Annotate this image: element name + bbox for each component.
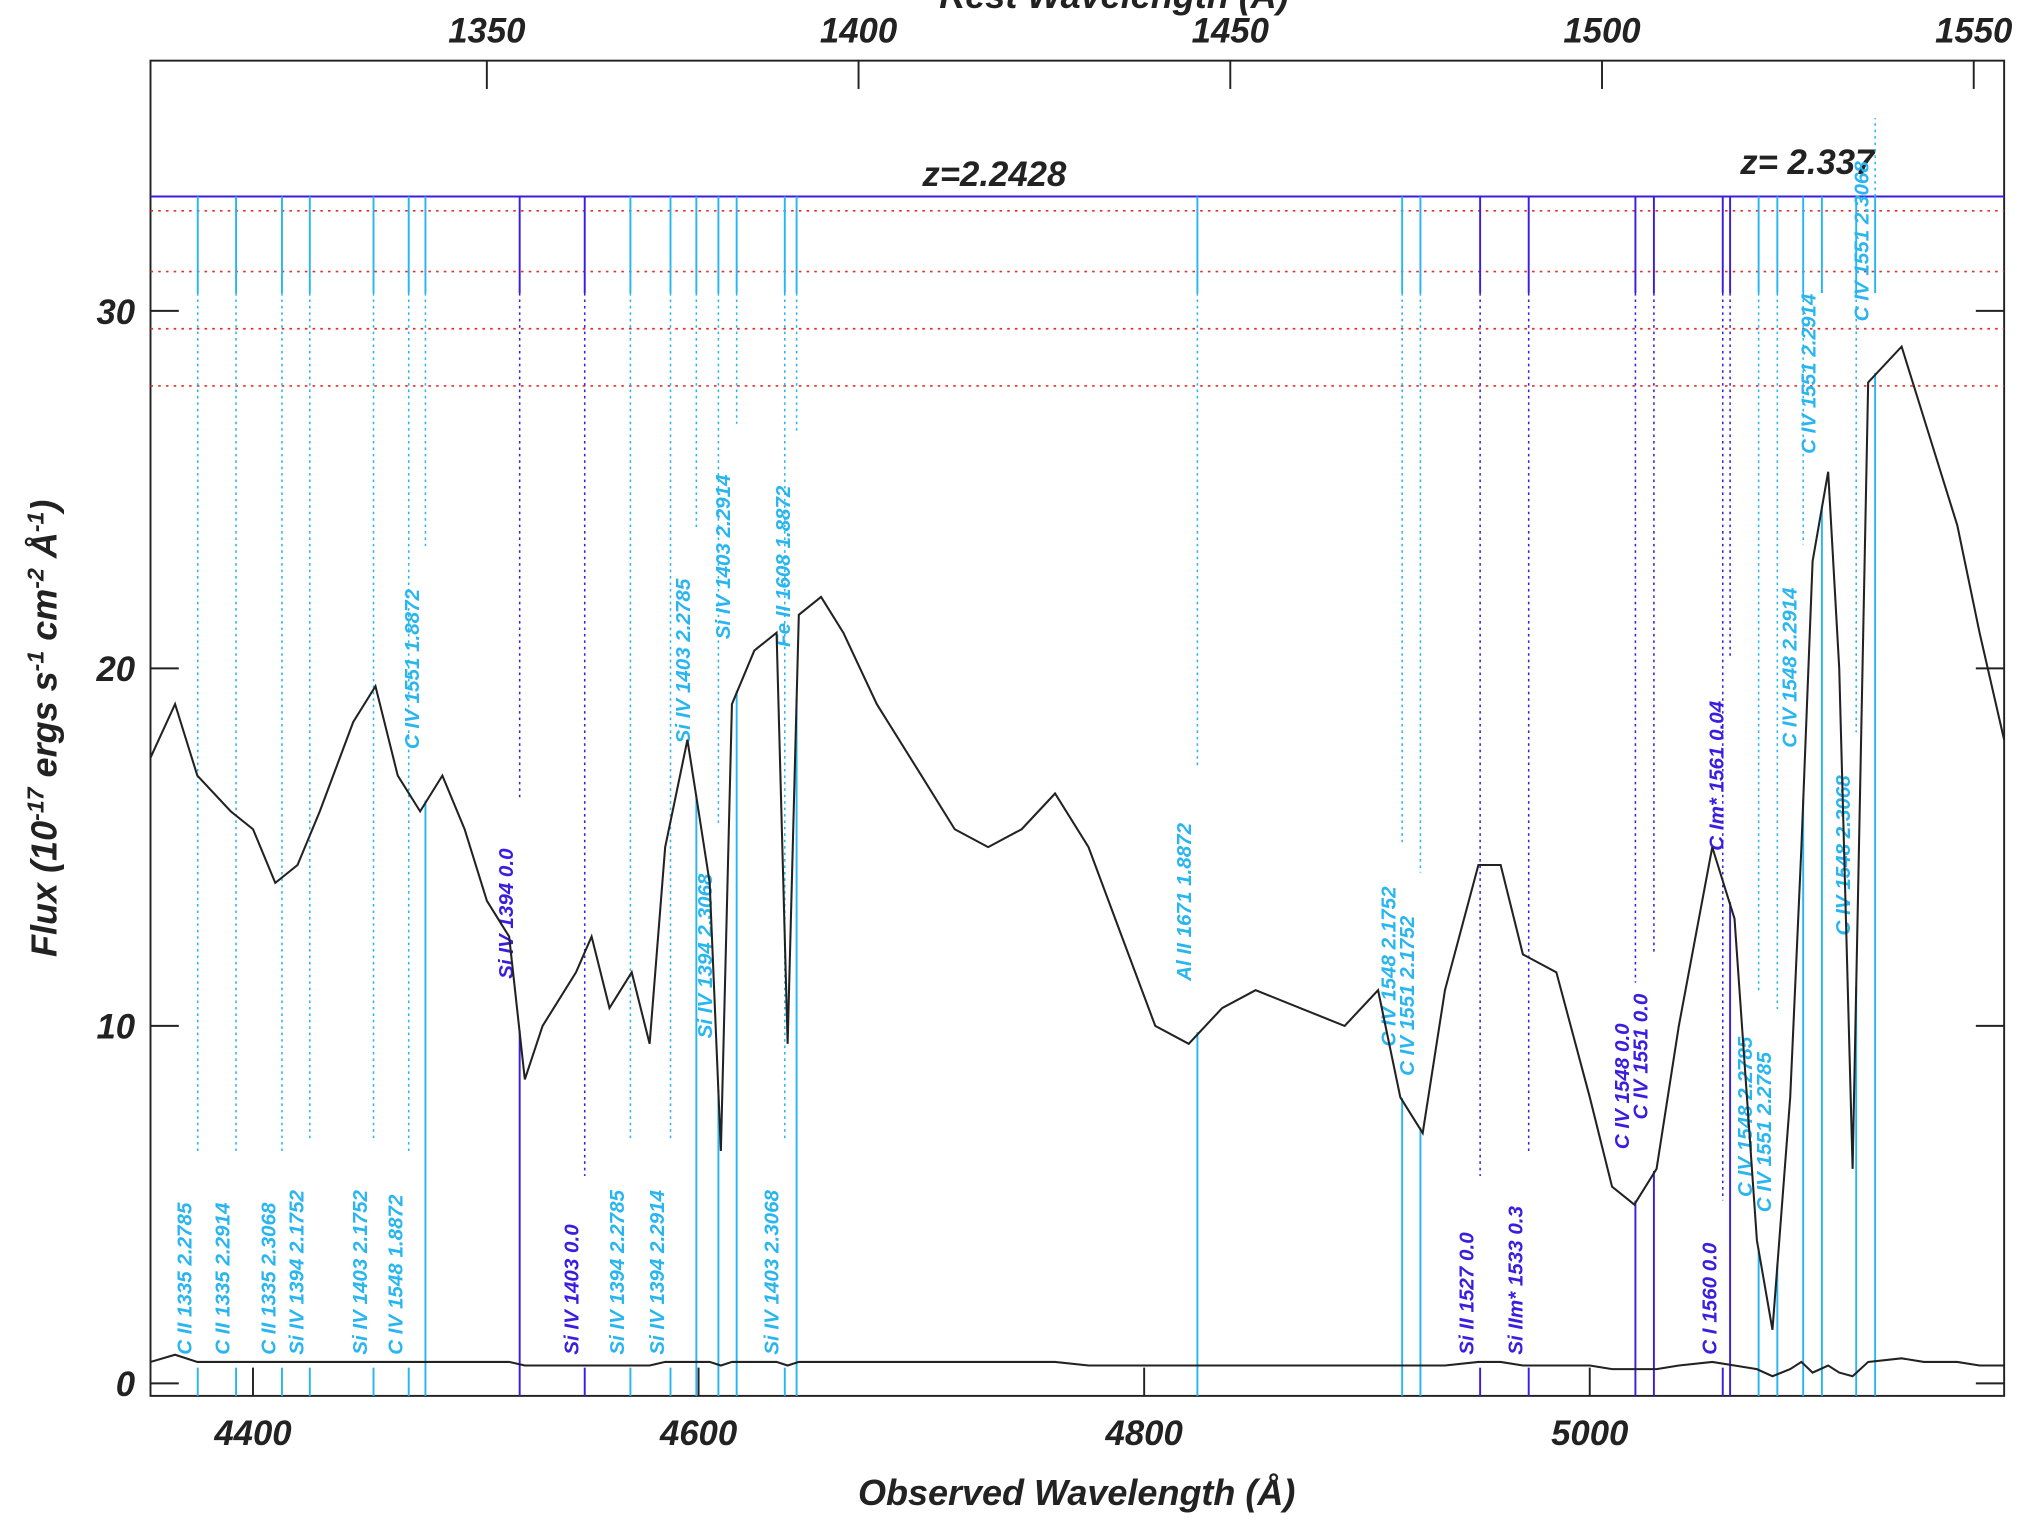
line-label: Si IV 1394 2.2785 <box>606 1189 629 1354</box>
line-label: Si IV 1403 2.1752 <box>349 1189 372 1354</box>
top-tick-label: 1550 <box>1935 13 2012 51</box>
line-label: C IV 1548 0.0 <box>1611 1023 1634 1149</box>
top-tick-label: 1500 <box>1563 13 1640 51</box>
line-label: C IV 1551 1.8872 <box>401 588 424 749</box>
y-axis-title-part: -1 <box>23 651 49 672</box>
y-tick-label: 20 <box>95 651 135 689</box>
line-label: Si II 1527 0.0 <box>1456 1232 1479 1355</box>
line-label: C II 1335 2.3068 <box>258 1202 281 1355</box>
flux-line <box>149 344 2006 1330</box>
x-tick-label: 4600 <box>659 1415 737 1453</box>
line-label: Si IV 1394 0.0 <box>495 848 518 979</box>
line-label: C IV 1551 2.2914 <box>1797 293 1820 454</box>
line-label: Al II 1671 1.8872 <box>1173 822 1196 981</box>
x-axis-title: Observed Wavelength (Å) <box>858 1472 1295 1513</box>
y-axis-title-part: cm <box>24 589 65 651</box>
line-label: C IV 1551 0.0 <box>1629 993 1652 1119</box>
x-tick-label: 4400 <box>213 1415 291 1453</box>
line-label: Si IV 1394 2.1752 <box>285 1189 308 1354</box>
line-label: Si IV 1403 2.3068 <box>760 1189 783 1354</box>
line-label: Si IIm* 1533 0.3 <box>1504 1205 1527 1354</box>
line-label: Si IV 1403 0.0 <box>560 1224 583 1355</box>
top-tick-label: 1350 <box>448 13 525 51</box>
line-label: Si IV 1403 2.2914 <box>712 474 735 639</box>
system-label: z=2.2428 <box>921 156 1067 194</box>
y-axis-title: Flux (10-17 ergs s-1 cm-2 Å-1) <box>23 500 65 957</box>
y-tick-label: 10 <box>96 1009 135 1047</box>
line-label: Si IV 1403 2.2785 <box>672 578 695 743</box>
y-axis-title-part: Flux (10 <box>24 821 65 957</box>
top-tick-label: 1400 <box>820 13 897 51</box>
line-label: C IV 1548 2.2914 <box>1779 587 1802 748</box>
line-label: Fe II 1608 1.8872 <box>772 485 795 647</box>
line-label: C IV 1548 2.1752 <box>1378 886 1401 1047</box>
redshift-label: z= 2.337 <box>1739 144 1876 182</box>
error-line <box>150 1353 2005 1378</box>
line-label: C IV 1551 2.1752 <box>1396 915 1419 1076</box>
line-label: C IV 1551 2.2785 <box>1753 1051 1776 1212</box>
y-tick-label: 30 <box>96 294 135 332</box>
y-axis-title-part: Å <box>24 532 65 568</box>
y-tick-label: 0 <box>116 1366 135 1404</box>
line-label: C II 1335 2.2785 <box>173 1202 196 1355</box>
y-axis-title-part: ) <box>24 500 65 516</box>
top-tick-label: 1450 <box>1192 13 1269 51</box>
line-label: C II 1335 2.2914 <box>212 1202 235 1355</box>
y-axis-title-part: -2 <box>23 568 49 589</box>
x-tick-label: 4800 <box>1105 1415 1183 1453</box>
y-axis-title-part: ergs s <box>24 671 65 787</box>
top-axis-title: Rest Wavelength (Å) <box>939 0 1288 16</box>
line-label: Si IV 1394 2.2914 <box>646 1189 669 1354</box>
line-label: C I 1560 0.0 <box>1698 1242 1721 1355</box>
line-label: C Im* 1561 0.04 <box>1706 700 1729 850</box>
line-label: C IV 1548 1.8872 <box>384 1194 407 1355</box>
x-tick-label: 5000 <box>1551 1415 1628 1453</box>
y-axis-title-part: -1 <box>23 512 49 533</box>
line-label: C IV 1551 2.3068 <box>1851 161 1874 322</box>
y-axis-title-part: -17 <box>23 786 49 821</box>
plot-frame <box>149 59 2006 1397</box>
